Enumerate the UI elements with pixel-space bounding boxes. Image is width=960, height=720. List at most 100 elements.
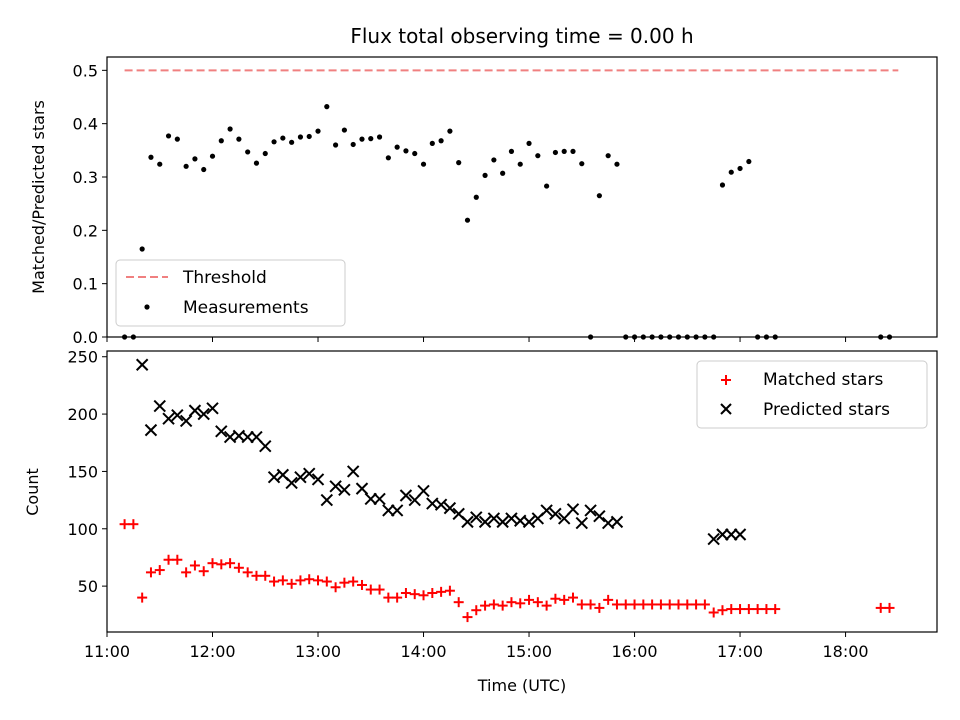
measurement-point [447,128,453,134]
measurement-point [561,148,567,154]
predicted-star-point [716,528,729,541]
predicted-star-stroke [505,512,518,525]
predicted-star-stroke [443,501,457,515]
predicted-star-stroke [285,476,298,490]
top-y-tick-label: 0.1 [73,275,98,294]
matched-star-point [119,519,130,530]
measurement-point [289,139,295,145]
predicted-star-stroke [470,511,483,524]
measurement-point [482,172,488,178]
measurement-point [570,148,576,154]
measurement-point [544,183,550,189]
measurement-point [473,194,479,200]
measurement-point [297,134,304,140]
matched-star-point [427,588,438,599]
predicted-star-stroke [522,515,536,529]
matched-star-point [365,584,376,595]
measurement-point [139,246,145,252]
top-panel: Flux total observing time = 0.00 h Match… [29,24,938,347]
predicted-star-stroke [575,516,588,530]
legend-measurements-label: Measurements [183,298,309,318]
measurement-point [315,128,321,134]
measurement-point [596,193,602,199]
measurement-point [579,161,585,167]
matched-star-point [655,599,666,610]
measurement-point [324,104,330,110]
matched-star-point [304,574,315,585]
measurement-point [526,140,532,146]
legend-matched-label: Matched stars [763,370,883,390]
predicted-star-point [329,480,342,493]
matched-star-point [638,599,649,610]
legend-measurements-swatch [144,304,150,310]
measurement-point [262,150,268,157]
x-tick-label: 14:00 [400,642,446,661]
x-tick-label: 16:00 [611,642,657,661]
matched-star-point [348,576,359,587]
predicted-star-stroke [593,509,606,523]
legend-predicted-swatch [720,403,732,415]
predicted-star-point [725,528,738,541]
legend-matched-swatch [721,375,731,385]
top-legend: Threshold Measurements [115,259,346,327]
legend-predicted-label: Predicted stars [763,400,890,420]
x-tick-label: 15:00 [506,642,552,661]
predicted-star-stroke [338,483,351,496]
measurement-point [148,154,154,160]
predicted-star-stroke [725,528,738,541]
predicted-star-point [461,515,474,529]
measurement-point [201,166,207,173]
predicted-star-stroke [206,402,219,415]
x-tick-label: 11:00 [84,642,130,661]
matched-star-point [664,599,675,610]
measurement-point [174,136,180,142]
predicted-star-point [566,503,580,516]
predicted-star-stroke [153,399,166,413]
measurement-point [280,135,286,141]
matched-star-point [541,600,552,611]
matched-star-point [313,575,324,586]
predicted-star-point [593,509,606,523]
predicted-star-point [373,492,386,506]
matched-star-point [251,570,262,581]
top-legend-box [115,259,346,327]
predicted-star-point [733,528,747,541]
predicted-star-stroke [162,412,175,425]
predicted-star-stroke [179,414,193,428]
bottom-ticks: 50 100 150 200 250 11:00 12:00 13:00 14:00 15:00 1… [67,348,868,661]
predicted-star-stroke [311,473,325,486]
predicted-star-point [162,412,175,425]
measurement-point [165,133,172,139]
matched-star-point [585,599,596,610]
measurement-point [464,217,471,223]
predicted-star-point [382,504,395,517]
predicted-star-stroke [417,484,430,498]
matched-star-point [480,600,491,611]
predicted-star-point [390,504,404,517]
predicted-star-point [241,430,254,444]
matched-star-point [225,558,236,569]
matched-star-point [691,599,702,610]
predicted-star-point [197,407,210,421]
matched-star-point [242,567,253,578]
measurement-point [350,141,356,148]
predicted-star-point [294,470,307,484]
matched-star-point [409,589,420,600]
matched-star-point [497,600,508,611]
measurement-point [306,133,312,140]
matched-star-point [207,558,218,569]
matched-star-point [269,576,280,587]
matched-star-point [717,605,728,616]
matched-star-point [172,554,183,565]
measurement-point [157,161,163,167]
measurement-point [614,161,620,167]
matched-star-point [189,560,200,571]
measurement-point [500,170,506,176]
predicted-star-point [443,501,457,515]
predicted-star-stroke [610,515,624,529]
predicted-star-point [206,402,219,415]
bottom-plot-area [119,358,895,623]
predicted-star-stroke [478,515,492,529]
